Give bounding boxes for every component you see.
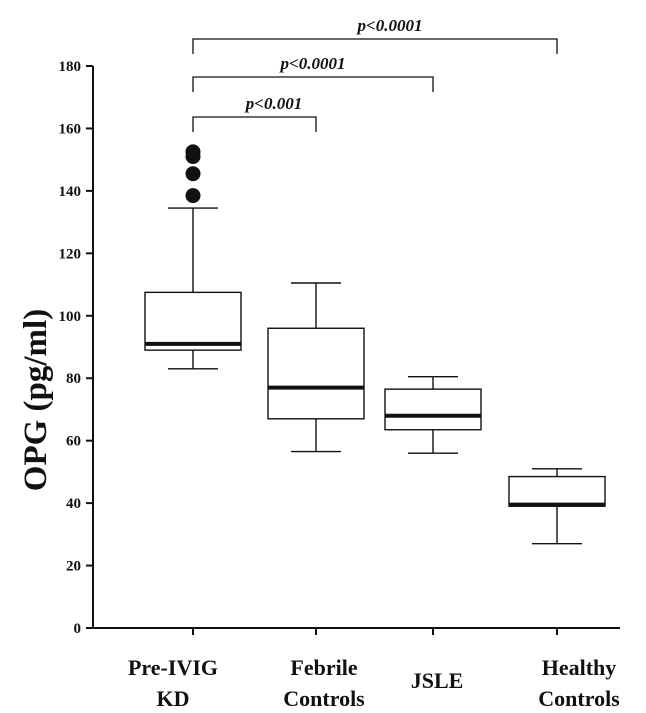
y-tick-label: 40 (66, 496, 81, 512)
outlier-point (185, 166, 201, 182)
outlier-point (185, 188, 201, 204)
significance-bracket: p<0.0001 (192, 54, 434, 92)
y-tick-label: 80 (66, 371, 81, 387)
box-group (384, 375, 482, 454)
y-axis-label: OPG (pg/ml) (18, 309, 54, 491)
p-value-label: p<0.001 (244, 94, 302, 113)
box-iqr (144, 291, 242, 351)
significance-bracket: p<0.0001 (192, 16, 558, 54)
y-tick-label: 140 (59, 184, 82, 200)
category-label: Healthy (542, 655, 617, 680)
category-label: Pre-IVIG (128, 655, 218, 680)
y-tick-label: 120 (59, 246, 82, 262)
box-iqr (384, 388, 482, 431)
y-tick-label: 180 (59, 59, 82, 75)
box-iqr (508, 475, 606, 507)
category-label: Controls (283, 686, 365, 711)
bracket-line (192, 38, 558, 54)
category-label: KD (157, 686, 190, 711)
box-group (267, 282, 365, 453)
y-tick-label: 60 (66, 434, 81, 450)
box-group (508, 468, 606, 545)
p-value-label: p<0.0001 (356, 16, 423, 35)
y-tick-label: 0 (74, 621, 82, 637)
y-tick-label: 20 (66, 559, 81, 575)
bracket-line (192, 116, 317, 132)
category-label: Febrile (290, 655, 357, 680)
bracket-line (192, 76, 434, 92)
box-iqr (267, 327, 365, 420)
category-label: JSLE (411, 668, 464, 693)
outlier-point (185, 144, 201, 160)
category-label: Controls (538, 686, 620, 711)
y-tick-label: 160 (59, 121, 82, 137)
p-value-label: p<0.0001 (279, 54, 346, 73)
significance-bracket: p<0.001 (192, 94, 317, 132)
box-group (144, 144, 242, 370)
y-tick-label: 100 (59, 309, 82, 325)
